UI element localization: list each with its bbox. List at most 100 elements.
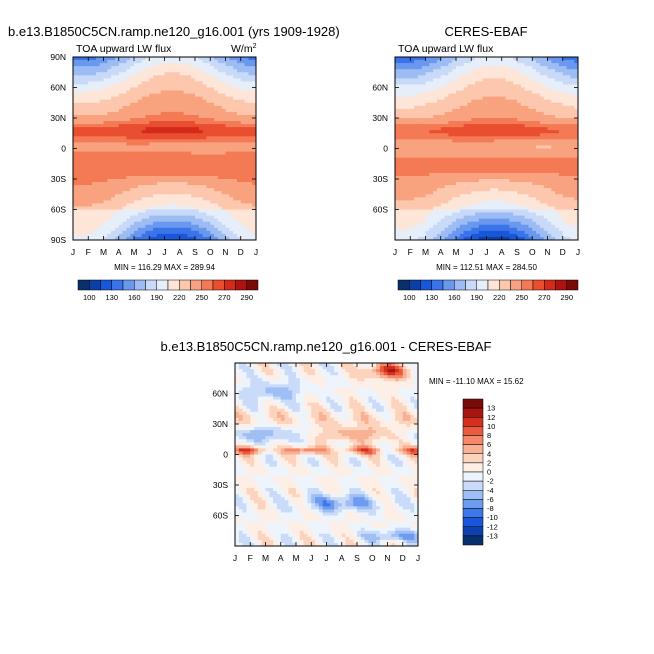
contour-cell <box>95 69 101 73</box>
contour-cell <box>421 127 426 131</box>
contour-cell <box>524 124 529 128</box>
contour-cell <box>141 157 146 162</box>
contour-cell <box>551 169 556 174</box>
contour-cell <box>459 118 465 122</box>
contour-cell <box>156 136 162 140</box>
contour-cell <box>452 105 457 110</box>
contour-cell <box>566 87 571 91</box>
contour-cell <box>92 172 97 177</box>
contour-cell <box>436 182 442 186</box>
contour-cell <box>134 194 139 198</box>
contour-cell <box>425 130 430 134</box>
contour-cell <box>566 63 571 67</box>
contour-cell <box>76 206 82 210</box>
contour-cell <box>482 57 487 61</box>
contour-cell <box>202 90 207 94</box>
contour-cell <box>187 209 192 213</box>
contour-cell <box>130 194 135 198</box>
contour-cell <box>478 130 484 134</box>
contour-cell <box>433 175 438 180</box>
contour-cell <box>440 169 445 174</box>
contour-cell <box>505 160 510 165</box>
contour-cell <box>210 215 215 220</box>
contour-cell <box>543 127 548 131</box>
contour-cell <box>225 108 230 113</box>
contour-cell <box>236 172 242 177</box>
contour-cell <box>444 57 449 61</box>
contour-cell <box>153 206 158 210</box>
contour-cell <box>551 127 556 131</box>
contour-cell <box>137 130 143 134</box>
contour-cell <box>497 84 503 88</box>
contour-cell <box>486 145 491 149</box>
contour-cell <box>555 154 560 159</box>
contour-cell <box>478 87 484 91</box>
contour-cell <box>532 127 537 131</box>
contour-cell <box>471 175 476 180</box>
contour-cell <box>187 191 192 195</box>
contour-cell <box>497 105 503 110</box>
contour-cell <box>175 127 181 131</box>
contour-cell <box>141 81 146 85</box>
contour-cell <box>528 166 533 171</box>
contour-cell <box>414 172 419 177</box>
contour-cell <box>84 206 89 210</box>
contour-cell <box>114 99 120 104</box>
contour-cell <box>240 93 245 98</box>
contour-cell <box>84 69 89 73</box>
contour-cell <box>217 194 223 198</box>
contour-cell <box>551 108 556 113</box>
contour-cell <box>149 236 154 241</box>
contour-cell <box>175 63 181 67</box>
contour-cell <box>130 212 135 216</box>
contour-cell <box>555 151 560 155</box>
contour-cell <box>130 200 135 204</box>
contour-cell <box>111 99 116 104</box>
contour-cell <box>137 118 143 122</box>
contour-cell <box>440 121 445 125</box>
contour-cell <box>210 148 215 152</box>
contour-cell <box>88 185 93 189</box>
contour-cell <box>570 78 575 82</box>
contour-cell <box>187 121 192 125</box>
contour-cell <box>494 93 499 98</box>
contour-cell <box>76 130 82 134</box>
contour-cell <box>417 148 423 152</box>
contour-cell <box>233 114 238 119</box>
contour-cell <box>456 130 461 134</box>
contour-cell <box>574 69 579 73</box>
contour-cell <box>532 63 537 67</box>
contour-cell <box>543 81 548 85</box>
contour-cell <box>103 179 108 183</box>
contour-cell <box>80 233 85 238</box>
contour-cell <box>175 209 181 213</box>
contour-cell <box>99 142 104 146</box>
contour-cell <box>206 105 211 110</box>
contour-cell <box>73 154 78 159</box>
contour-cell <box>107 81 112 85</box>
contour-cell <box>440 81 445 85</box>
contour-cell <box>421 72 426 76</box>
contour-cell <box>175 108 181 113</box>
contour-cell <box>543 66 548 70</box>
contour-cell <box>574 157 579 162</box>
contour-cell <box>187 133 192 137</box>
contour-cell <box>475 69 480 73</box>
contour-cell <box>551 133 556 137</box>
contour-cell <box>440 139 445 143</box>
contour-cell <box>88 157 93 162</box>
contour-cell <box>240 175 245 180</box>
contour-cell <box>206 75 211 79</box>
contour-cell <box>501 182 506 186</box>
contour-cell <box>160 212 165 216</box>
contour-cell <box>539 169 545 174</box>
contour-cell <box>229 197 234 201</box>
contour-cell <box>520 130 526 134</box>
contour-cell <box>134 72 139 76</box>
contour-cell <box>88 96 93 101</box>
contour-cell <box>414 96 419 101</box>
contour-cell <box>417 145 423 149</box>
contour-cell <box>111 182 116 186</box>
contour-cell <box>73 81 78 85</box>
contour-cell <box>172 221 177 226</box>
